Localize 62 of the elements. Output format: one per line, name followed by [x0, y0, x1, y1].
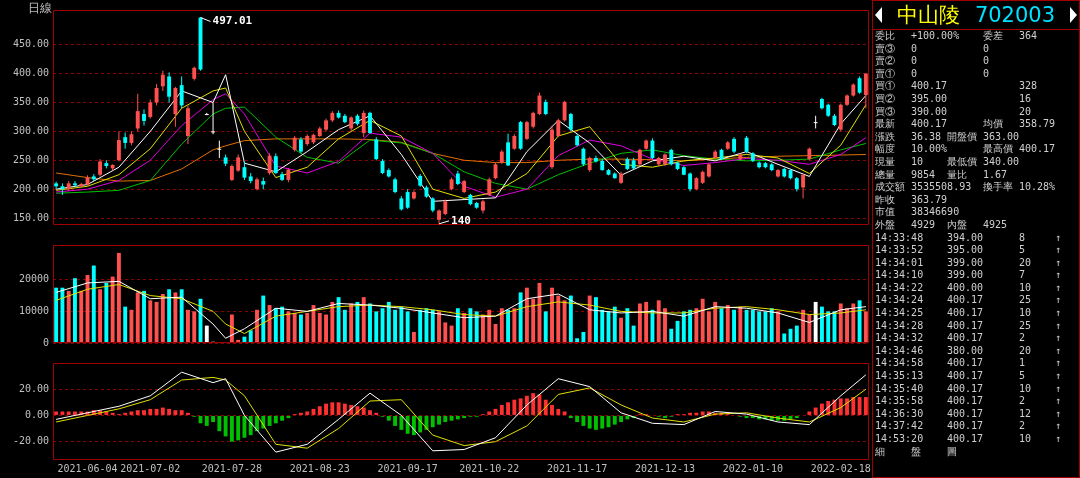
y-tick-label: -20.00	[12, 435, 49, 447]
text: 14:53:20 400.17 10 ↑	[874, 433, 1063, 446]
y-tick-label: 400.00	[12, 67, 49, 79]
y-tick-label: 350.00	[12, 96, 49, 108]
text: 買③ 390.00 20	[874, 105, 1033, 118]
x-tick-label: 2021-12-13	[634, 462, 696, 474]
text: 賣① 0 0	[874, 67, 991, 80]
text: 14:34:32 400.17 2 ↑	[874, 332, 1063, 345]
y-tick-label: 0.00	[24, 409, 49, 421]
chart-title: 日線	[28, 1, 52, 16]
text: 成交額 3535508.93 換手率 10.28%	[874, 181, 1057, 194]
text: 總量 9854 量比 1.67	[874, 168, 1009, 181]
text: 14:34:28 400.17 25 ↑	[874, 319, 1063, 333]
text: 14:35:13 400.17 5 ↑	[874, 370, 1063, 383]
x-tick-label: 2021-11-17	[547, 462, 608, 474]
text: 14:34:46 380.00 20 ↑	[874, 344, 1063, 358]
text: 外盤 4929 內盤 4925	[874, 218, 1009, 232]
text: 14:35:40 400.17 10 ↑	[874, 382, 1063, 396]
text: 14:34:10 399.00 7 ↑	[874, 269, 1063, 282]
x-tick-label: 2021-10-22	[459, 462, 520, 474]
x-tick-label: 2022-02-18	[810, 462, 871, 474]
text: 14:34:25 400.17 10 ↑	[874, 307, 1063, 320]
text: 14:34:22 400.00 10 ↑	[874, 281, 1063, 295]
text: 14:33:52 395.00 5 ↑	[874, 244, 1063, 257]
text: 市值 38346690	[874, 206, 961, 219]
text: 14:35:58 400.17 2 ↑	[874, 395, 1063, 408]
y-tick-label: 300.00	[12, 124, 49, 136]
x-tick-label: 2021-07-02	[120, 462, 181, 474]
y-tick-label: 250.00	[12, 153, 49, 165]
y-tick-label: 10000	[18, 304, 49, 316]
text: 中山陵	[896, 2, 960, 27]
text: 14:33:48 394.00 8 ↑	[874, 231, 1063, 245]
x-tick-label: 2021-06-04	[57, 462, 118, 474]
text: 買② 395.00 16	[874, 92, 1033, 106]
text: 漲跌 36.38 開盤價 363.00	[874, 130, 1021, 143]
text: 14:37:42 400.17 2 ↑	[874, 420, 1063, 433]
text: 賣③ 0 0	[874, 42, 991, 55]
y-tick-label: 200.00	[12, 182, 49, 194]
y-tick-label: 0	[42, 336, 49, 348]
y-tick-label: 450.00	[12, 38, 49, 50]
text: 幅度 10.00% 最高價 400.17	[874, 143, 1057, 156]
text: 最新 400.17 均價 358.79	[874, 118, 1057, 131]
text: 買① 400.17 328	[874, 80, 1039, 93]
text: 委比 +100.00% 委差 364	[874, 30, 1039, 43]
y-tick-label: 20.00	[18, 382, 49, 394]
text: 14:34:58 400.17 1 ↑	[874, 357, 1063, 371]
text: 702003	[974, 2, 1056, 27]
text: 賣② 0 0	[874, 55, 991, 68]
x-tick-label: 2022-01-10	[722, 462, 783, 474]
text: 現量 10 最低價 340.00	[874, 155, 1021, 169]
text: 14:34:01 399.00 20 ↑	[874, 256, 1063, 270]
y-tick-label: 150.00	[12, 211, 49, 223]
y-tick-label: 20000	[18, 273, 49, 285]
annotation: 140	[451, 213, 471, 227]
text: 14:34:24 400.17 25 ↑	[874, 294, 1063, 308]
text: 14:36:30 400.17 12 ↑	[874, 407, 1063, 421]
annotation: 497.01	[212, 14, 253, 28]
x-tick-label: 2021-09-17	[377, 462, 438, 474]
x-tick-label: 2021-07-28	[201, 462, 262, 474]
text: 細 盤 圖	[874, 445, 958, 459]
text: 昨收 363.79	[874, 193, 949, 206]
x-tick-label: 2021-08-23	[289, 462, 350, 474]
